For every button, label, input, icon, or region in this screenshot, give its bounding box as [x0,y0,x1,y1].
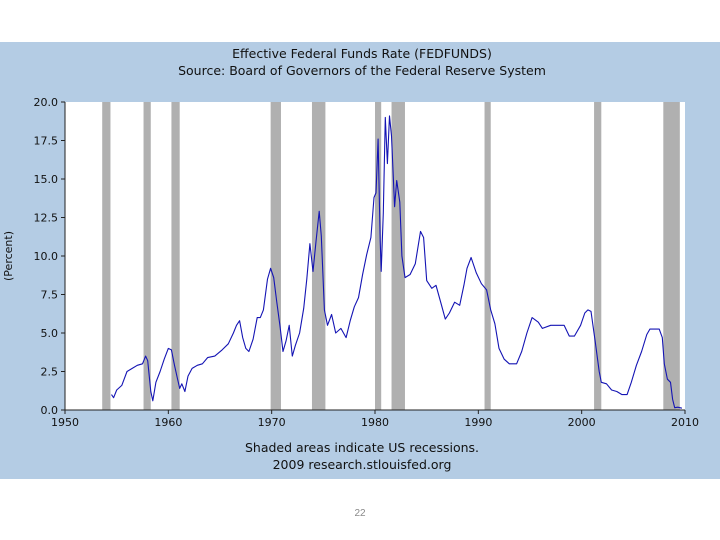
chart-title: Effective Federal Funds Rate (FEDFUNDS) [232,46,492,61]
y-tick-label: 17.5 [34,135,59,148]
x-tick-label: 1960 [154,416,182,429]
recession-band [391,102,405,410]
recession-band [143,102,151,410]
y-tick-label: 12.5 [34,212,59,225]
recession-band [270,102,281,410]
y-tick-label: 15.0 [34,173,59,186]
fed-funds-chart: Effective Federal Funds Rate (FEDFUNDS) … [2,46,700,472]
recession-band [375,102,382,410]
x-tick-label: 1950 [51,416,79,429]
recession-band [594,102,602,410]
x-tick-label: 1970 [258,416,286,429]
y-tick-label: 10.0 [34,250,59,263]
recession-note: Shaded areas indicate US recessions. [245,440,479,455]
y-tick-label: 20.0 [34,96,59,109]
y-tick-label: 0.0 [41,404,59,417]
axes: 0.0 2.5 5.0 7.5 10.0 12.5 15.0 17.5 20.0 1950 1960… [34,96,700,429]
y-tick-label: 5.0 [41,327,59,340]
slide-number: 22 [354,508,366,519]
y-axis-label: (Percent) [2,231,15,281]
y-tick-label: 2.5 [41,366,59,379]
recession-band [171,102,180,410]
chart-subtitle: Source: Board of Governors of the Federa… [178,63,546,78]
source-credit: 2009 research.stlouisfed.org [273,457,452,472]
recession-band [311,102,326,410]
y-tick-label: 7.5 [41,289,59,302]
recession-band [102,102,111,410]
x-tick-label: 1980 [361,416,389,429]
series-line-group [111,115,683,409]
x-tick-label: 1990 [464,416,492,429]
recession-band [484,102,491,410]
recession-band [663,102,680,410]
recession-shading-group [102,102,680,410]
x-tick-label: 2000 [568,416,596,429]
fed-funds-rate-line [111,115,683,409]
x-tick-label: 2010 [671,416,699,429]
